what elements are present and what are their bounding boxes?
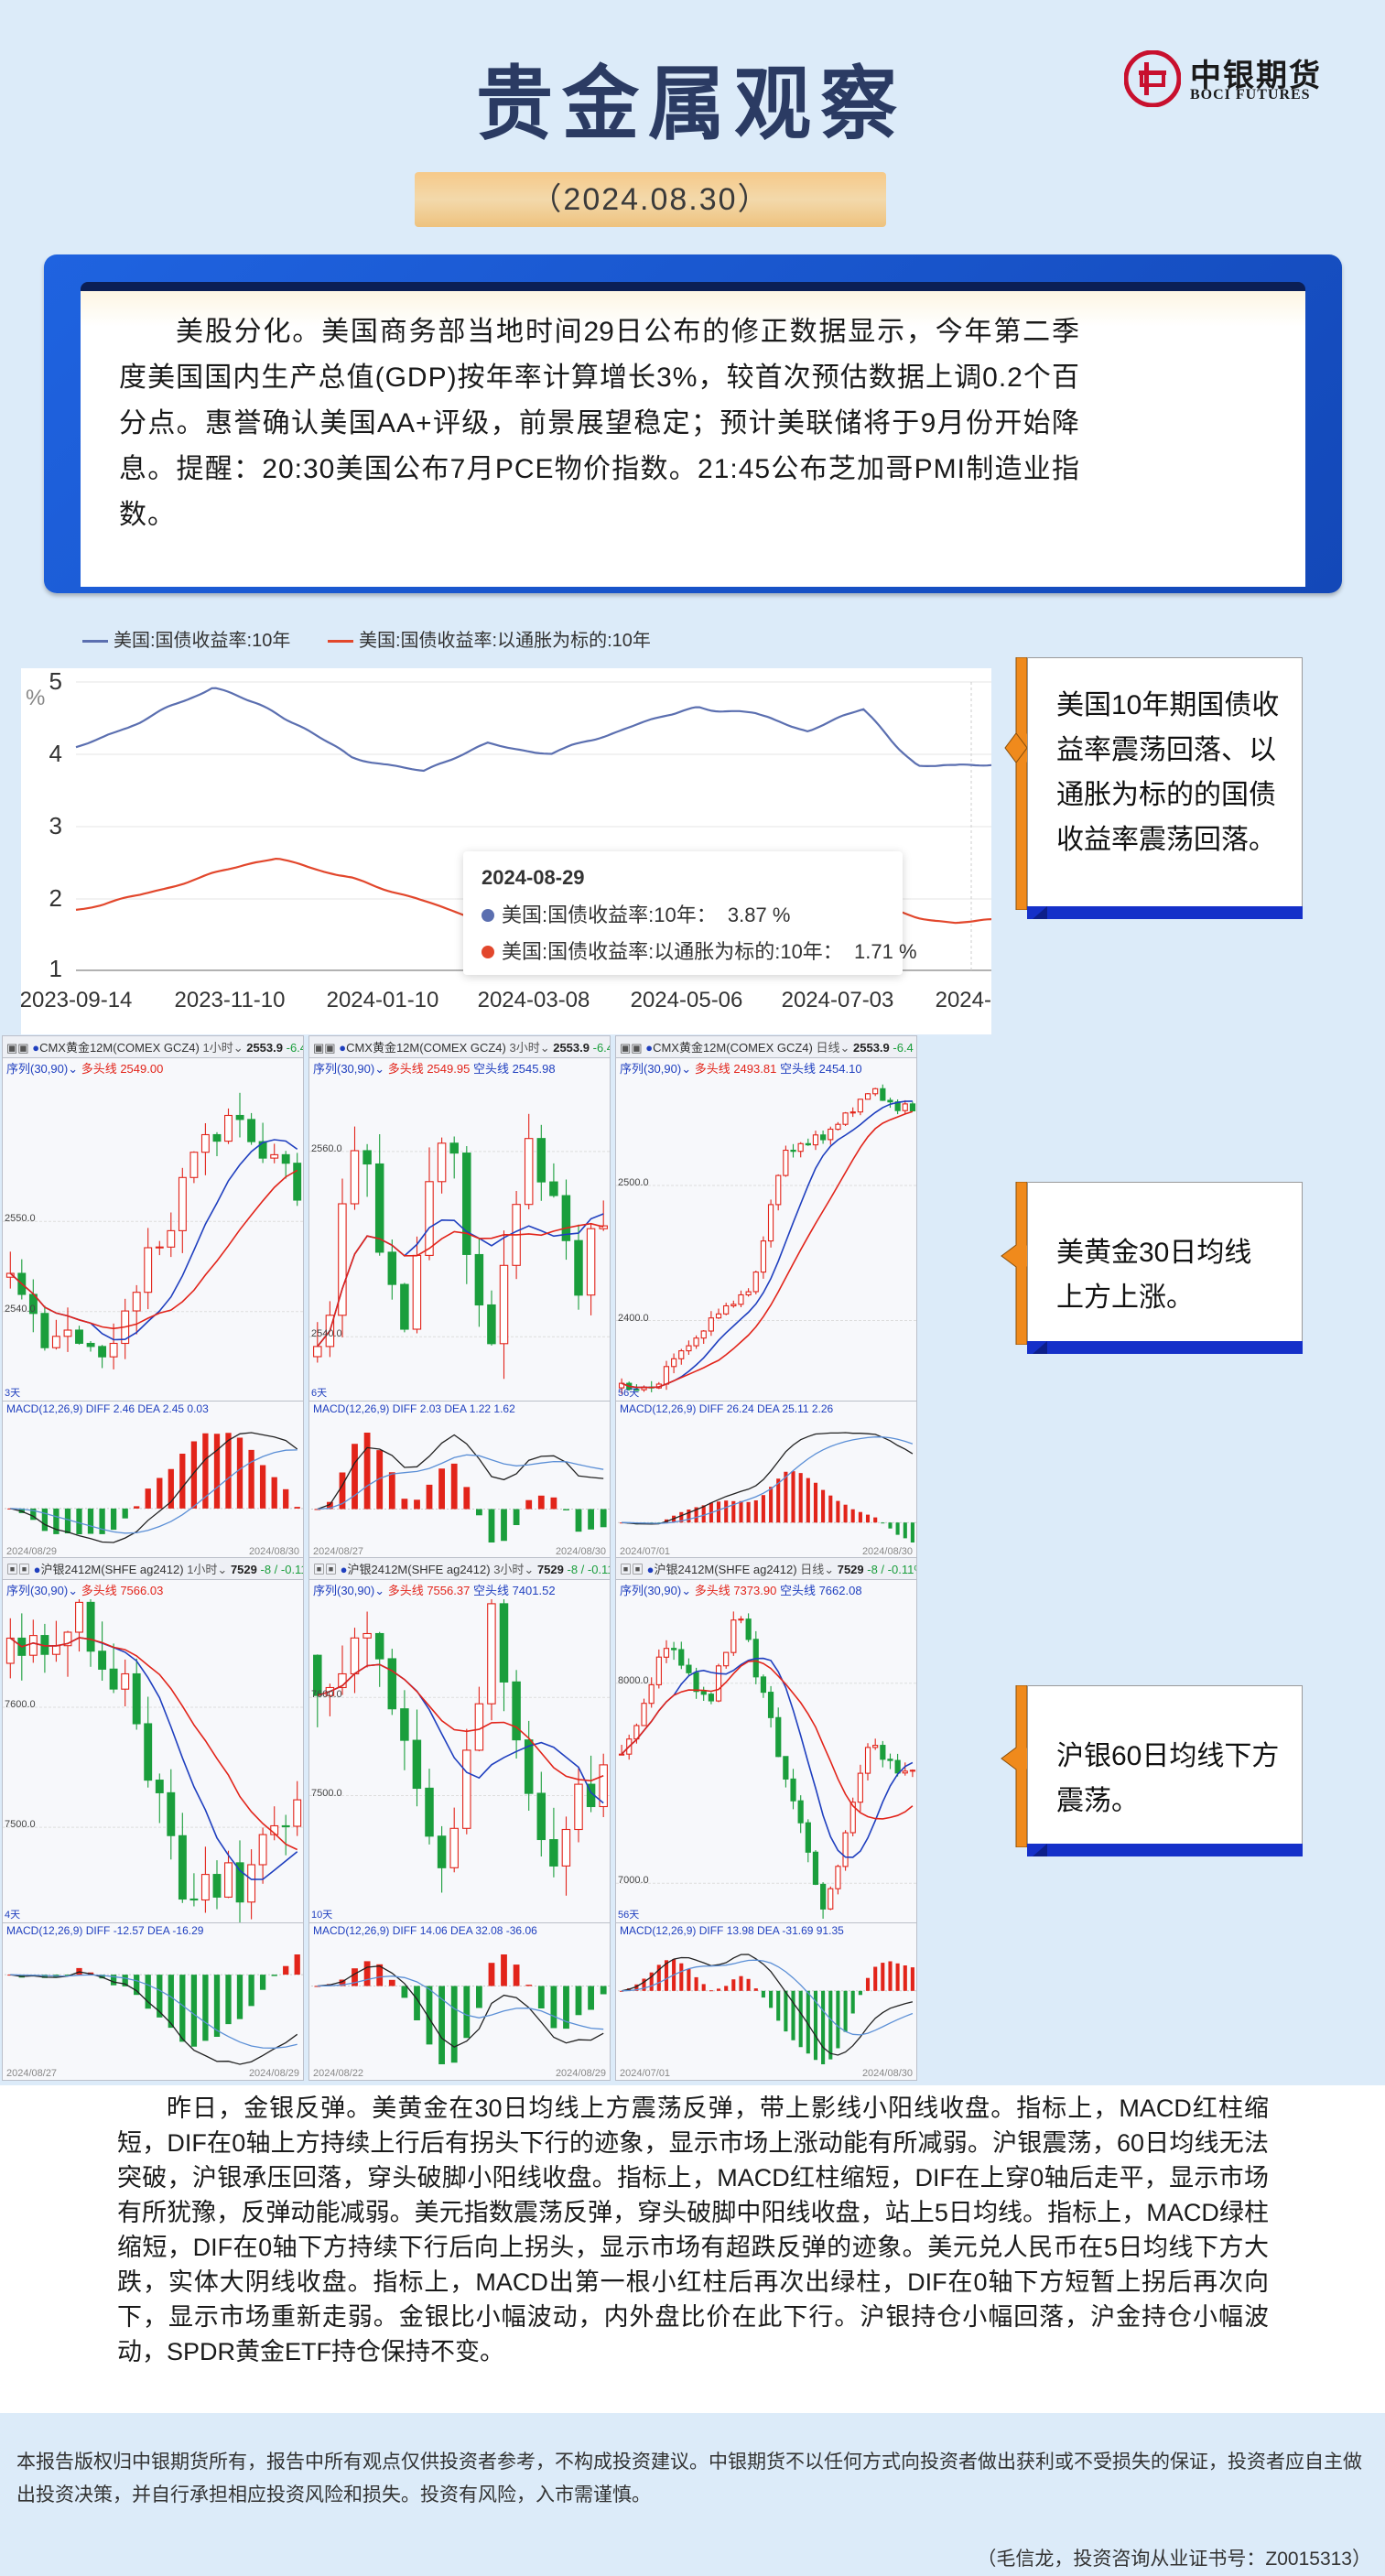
svg-text:2: 2 xyxy=(49,884,62,912)
svg-text:2024-03-08: 2024-03-08 xyxy=(478,988,590,1012)
svg-text:2024-01-10: 2024-01-10 xyxy=(327,988,439,1012)
svg-text:2023-11-10: 2023-11-10 xyxy=(175,988,286,1012)
svg-text:1: 1 xyxy=(49,955,62,982)
svg-text:2024-08-29: 2024-08-29 xyxy=(936,988,991,1012)
svg-text:%: % xyxy=(26,686,45,710)
svg-text:3: 3 xyxy=(49,812,62,839)
svg-text:2023-09-14: 2023-09-14 xyxy=(21,988,132,1012)
svg-text:5: 5 xyxy=(49,668,62,695)
svg-text:4: 4 xyxy=(49,740,62,767)
svg-text:2024-07-03: 2024-07-03 xyxy=(782,988,894,1012)
svg-text:2024-05-06: 2024-05-06 xyxy=(631,988,743,1012)
